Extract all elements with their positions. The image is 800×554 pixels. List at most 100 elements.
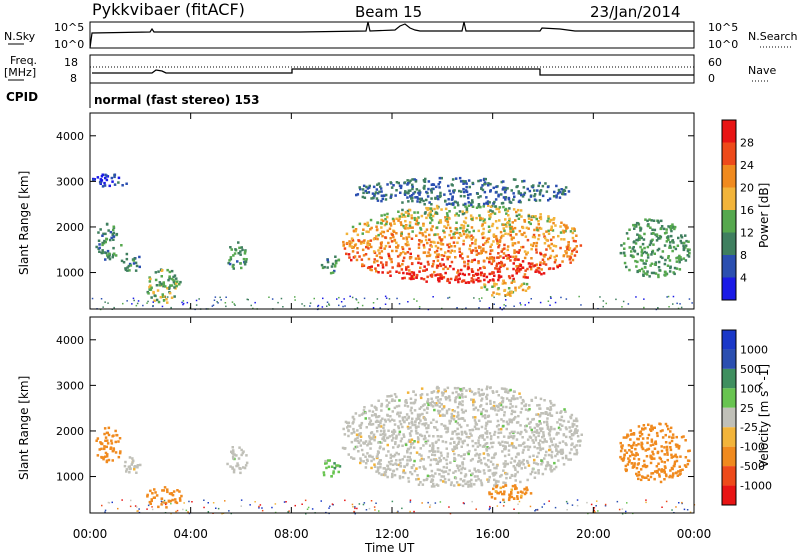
- power-cell: [406, 227, 410, 230]
- power-cell: [132, 297, 135, 300]
- power-cell: [406, 240, 409, 244]
- nave-tick-low: 0: [708, 72, 715, 85]
- velocity-cell: [549, 402, 553, 405]
- power-cell: [435, 211, 438, 215]
- velocity-cell: [506, 391, 510, 394]
- velocity-cell: [550, 439, 553, 442]
- power-cell: [168, 291, 172, 295]
- power-cell: [473, 297, 475, 299]
- power-cell: [491, 278, 495, 281]
- velocity-cell: [463, 475, 467, 478]
- power-cell: [480, 286, 483, 289]
- power-cell: [326, 266, 329, 269]
- velocity-cell: [659, 457, 663, 461]
- power-cell: [404, 225, 407, 228]
- velocity-cell: [405, 413, 409, 416]
- power-cell: [549, 247, 552, 250]
- power-cell: [367, 186, 371, 189]
- power-cell: [439, 262, 442, 266]
- velocity-cell: [675, 506, 677, 508]
- power-cell: [117, 176, 121, 180]
- power-cell: [537, 223, 540, 226]
- velocity-cell: [150, 498, 153, 501]
- velocity-cell: [493, 466, 496, 470]
- power-cell: [549, 304, 551, 306]
- power-cell: [521, 288, 525, 292]
- power-cell: [641, 242, 645, 246]
- velocity-cell: [478, 393, 482, 396]
- power-cell: [679, 256, 682, 259]
- velocity-cell: [622, 436, 626, 439]
- power-cell: [460, 280, 464, 283]
- velocity-cell: [408, 455, 411, 459]
- power-cell: [462, 224, 466, 228]
- velocity-cell: [526, 438, 530, 441]
- velocity-cell: [669, 426, 673, 430]
- velocity-cell: [428, 444, 432, 447]
- velocity-cell: [356, 436, 359, 439]
- velocity-cell: [575, 448, 578, 452]
- power-cell: [421, 232, 424, 235]
- velocity-cell: [436, 396, 439, 399]
- velocity-cell: [412, 446, 416, 449]
- velocity-cell: [110, 439, 113, 442]
- velocity-cell: [637, 425, 641, 428]
- velocity-cell: [657, 462, 660, 465]
- velocity-cell: [510, 412, 513, 416]
- velocity-cell: [491, 390, 494, 393]
- power-cell: [386, 215, 389, 219]
- velocity-cell: [115, 434, 119, 437]
- velocity-cell: [422, 465, 425, 468]
- velocity-cell: [426, 398, 430, 401]
- velocity-cell: [477, 469, 480, 472]
- power-cell: [195, 304, 198, 306]
- velocity-cell: [524, 408, 528, 411]
- power-cell: [412, 277, 415, 280]
- power-cell: [331, 262, 335, 266]
- power-cell: [495, 237, 498, 241]
- velocity-cell: [431, 442, 434, 445]
- power-cell: [635, 296, 637, 298]
- power-cell: [479, 205, 482, 209]
- power-cell: [519, 209, 523, 212]
- power-cell: [664, 258, 667, 262]
- power-cell: [402, 271, 405, 275]
- velocity-cell: [457, 386, 460, 390]
- noise-tick-right-low: 10^0: [708, 38, 738, 51]
- velocity-cell: [407, 427, 410, 430]
- velocity-cell: [630, 446, 634, 449]
- velocity-cell: [436, 484, 440, 487]
- velocity-cell: [121, 499, 123, 501]
- velocity-cell: [432, 475, 435, 478]
- velocity-cell: [499, 501, 502, 504]
- power-cell: [447, 184, 450, 188]
- velocity-cell: [472, 401, 475, 404]
- velocity-cell: [380, 402, 383, 406]
- velocity-cell: [630, 432, 634, 436]
- velocity-cell: [359, 459, 363, 462]
- power-cell: [691, 302, 693, 304]
- power-cell: [446, 214, 449, 217]
- velocity-cell: [470, 398, 473, 401]
- power-cell: [407, 232, 411, 236]
- velocity-cell: [436, 404, 439, 407]
- velocity-cell: [681, 502, 683, 505]
- power-cell: [372, 307, 375, 309]
- velocity-cell: [448, 506, 450, 508]
- velocity-cell: [531, 439, 534, 442]
- velocity-cell: [106, 453, 109, 456]
- velocity-cell: [132, 459, 135, 463]
- velocity-cell: [526, 445, 529, 448]
- power-cell: [433, 207, 436, 211]
- power-cell: [680, 241, 683, 245]
- power-cell: [645, 273, 649, 276]
- power-cell: [531, 185, 535, 189]
- power-cell: [489, 252, 492, 256]
- velocity-cell: [368, 409, 371, 413]
- y-tick-label: 1000: [56, 471, 84, 484]
- power-cell: [389, 195, 393, 198]
- velocity-cell: [519, 396, 522, 399]
- power-cell: [234, 248, 237, 251]
- power-cell: [372, 185, 376, 189]
- velocity-cell: [442, 405, 446, 408]
